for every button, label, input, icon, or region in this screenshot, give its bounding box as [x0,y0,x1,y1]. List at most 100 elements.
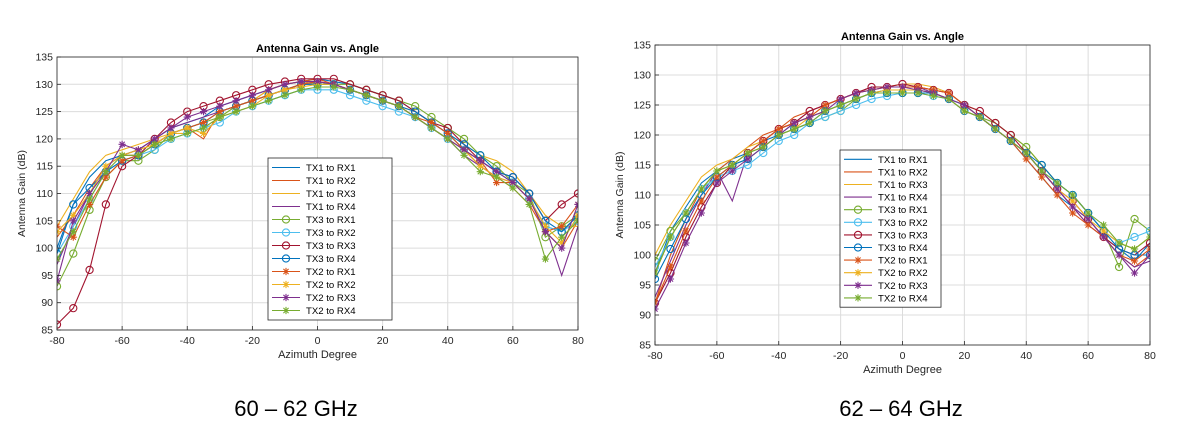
x-tick-label: 80 [1144,350,1156,362]
data-point [759,137,767,145]
data-point [1130,232,1139,242]
data-point [929,92,938,100]
legend-label: TX3 to RX2 [306,228,356,239]
data-point [102,168,110,176]
x-tick-label: 0 [900,350,906,362]
y-tick-label: 135 [633,40,651,52]
legend-label: TX1 to RX3 [306,189,356,200]
data-point [806,119,814,127]
y-tick-label: 115 [634,160,651,172]
data-point [525,195,533,203]
legend: TX1 to RX1 TX1 to RX2 TX1 to RX3 TX1 to RX4… [267,157,393,321]
y-tick-label: 135 [35,52,53,64]
data-point [167,135,175,143]
data-point [759,143,767,151]
data-point [525,200,533,209]
data-point [134,151,143,159]
data-point [101,200,110,209]
data-point [183,113,191,121]
data-point [744,155,752,163]
data-point [167,129,175,138]
legend-marker [853,243,863,252]
data-point [313,77,322,86]
series-tx2-to-rx4 [57,83,578,263]
data-point [821,101,829,109]
data-point [476,157,484,165]
data-point [1130,269,1139,277]
data-point [1115,239,1123,247]
legend-box [839,149,942,308]
data-point [1099,233,1108,241]
data-point [883,89,891,97]
data-point [395,102,403,110]
data-point [134,146,143,154]
legend-label: TX2 to RX4 [878,293,928,304]
data-point [69,200,78,209]
data-point [183,124,191,132]
x-tick-label: 40 [442,335,454,347]
data-point [118,151,126,159]
data-point [1084,209,1092,217]
legend-item: TX1 to RX3 [844,180,928,191]
data-point [883,83,891,91]
data-point [281,80,289,88]
data-point [1114,262,1124,272]
data-point [1038,173,1046,181]
data-point [898,89,907,97]
data-point [541,222,550,230]
data-point [728,161,736,169]
data-point [216,113,224,121]
data-point [265,91,273,99]
legend-item: TX2 to RX1 [272,267,356,278]
legend-item: TX2 to RX4 [272,306,356,317]
data-point [427,118,436,127]
y-tick-label: 95 [41,270,53,282]
y-tick-label: 110 [36,188,53,200]
legend-item: TX3 to RX3 [844,230,928,241]
data-point [541,228,550,236]
legend-label: TX1 to RX2 [878,167,928,178]
gain-chart: -80 -60 -40 -20 0 20 40 60 80 85 90 95 100 105 110 115 1… [16,43,584,361]
x-tick-label: -40 [771,350,786,362]
data-point [313,83,322,91]
legend-label: TX2 to RX2 [306,280,356,291]
legend-label: TX2 to RX4 [306,306,356,317]
y-tick-label: 85 [639,340,651,352]
data-point [248,91,256,99]
data-point [666,275,675,283]
data-point [69,233,77,241]
data-point [1069,209,1077,217]
data-point [69,249,78,258]
data-point [1099,221,1108,229]
data-point [460,151,468,159]
data-point [460,146,468,154]
data-point [492,168,501,176]
chart-panel-60-62ghz: -80 -60 -40 -20 0 20 40 60 80 85 90 95 100 105 110 115 1… [16,43,584,421]
data-point [744,149,752,157]
x-tick-label: -60 [709,350,724,362]
data-point [118,140,126,148]
data-point [1145,226,1150,236]
data-point [697,197,706,205]
y-tick-label: 130 [633,70,651,82]
chart-caption: 60 – 62 GHz [234,396,358,421]
legend-item: TX1 to RX4 [272,202,356,213]
legend-label: TX3 to RX3 [878,230,928,241]
data-point [713,179,721,187]
data-point [852,89,860,97]
x-tick-label: 60 [1082,350,1094,362]
data-point [713,167,721,175]
data-point [775,131,783,139]
data-point [728,167,736,175]
data-point [1053,179,1061,187]
data-point [248,102,256,110]
data-point [167,124,175,132]
data-point [199,108,208,116]
data-point [790,125,798,133]
legend-label: TX1 to RX2 [306,176,356,187]
data-point [991,125,999,133]
x-tick-label: -40 [180,335,195,347]
data-point [1099,227,1108,235]
legend-label: TX3 to RX1 [878,205,928,216]
y-axis-label: Antenna Gain (dB) [16,150,28,237]
